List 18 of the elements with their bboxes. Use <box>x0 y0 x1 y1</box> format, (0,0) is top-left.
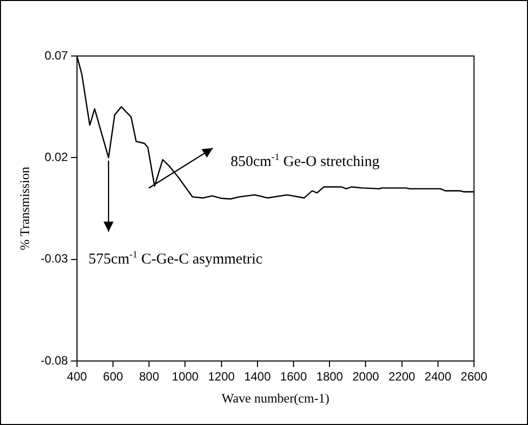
x-axis-title: Wave number(cm-1) <box>222 390 330 406</box>
x-tick-label: 2400 <box>424 370 452 384</box>
x-tick-label: 2000 <box>352 370 380 384</box>
x-tick-label: 2200 <box>388 370 416 384</box>
x-tick-label: 1600 <box>280 370 308 384</box>
y-tick-label: 0.02 <box>44 150 68 164</box>
x-tick-label: 1800 <box>316 370 344 384</box>
x-tick-label: 1200 <box>208 370 236 384</box>
y-tick-label: -0.03 <box>40 252 68 266</box>
x-tick-label: 1000 <box>172 370 199 384</box>
y-tick-label: 0.07 <box>44 48 68 62</box>
x-tick-label: 2600 <box>460 370 488 384</box>
y-axis-title: % Transmission <box>17 166 32 250</box>
y-tick-label: -0.08 <box>40 353 68 368</box>
x-tick-label: 400 <box>66 370 88 384</box>
x-tick-label: 1400 <box>244 370 272 384</box>
x-tick-label: 800 <box>139 370 160 384</box>
x-tick-label: 600 <box>103 370 124 384</box>
